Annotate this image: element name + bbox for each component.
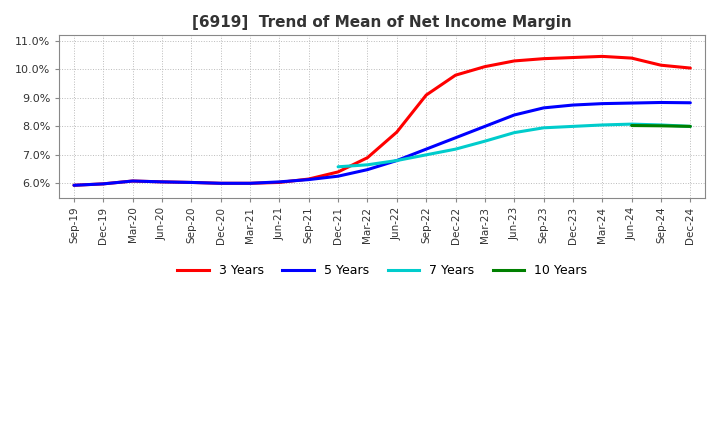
3 Years bbox=[451, 73, 460, 78]
3 Years bbox=[510, 59, 518, 64]
3 Years bbox=[70, 183, 78, 188]
Line: 7 Years: 7 Years bbox=[338, 124, 690, 167]
3 Years bbox=[480, 64, 489, 69]
3 Years bbox=[657, 62, 665, 68]
3 Years bbox=[627, 55, 636, 61]
5 Years bbox=[158, 179, 166, 184]
7 Years bbox=[334, 164, 343, 169]
5 Years bbox=[451, 135, 460, 140]
5 Years bbox=[305, 177, 313, 182]
5 Years bbox=[422, 147, 431, 152]
5 Years bbox=[392, 158, 401, 163]
3 Years bbox=[598, 54, 606, 59]
5 Years bbox=[686, 100, 695, 106]
5 Years bbox=[598, 101, 606, 106]
5 Years bbox=[334, 173, 343, 179]
7 Years bbox=[422, 152, 431, 158]
5 Years bbox=[246, 181, 254, 186]
10 Years bbox=[686, 124, 695, 129]
7 Years bbox=[510, 130, 518, 135]
7 Years bbox=[686, 124, 695, 129]
3 Years bbox=[422, 92, 431, 98]
10 Years bbox=[657, 123, 665, 128]
Line: 10 Years: 10 Years bbox=[631, 125, 690, 126]
3 Years bbox=[363, 155, 372, 160]
3 Years bbox=[187, 180, 196, 185]
5 Years bbox=[363, 167, 372, 172]
3 Years bbox=[246, 181, 254, 186]
7 Years bbox=[627, 121, 636, 127]
5 Years bbox=[569, 103, 577, 108]
5 Years bbox=[128, 178, 137, 183]
7 Years bbox=[569, 124, 577, 129]
7 Years bbox=[480, 139, 489, 144]
7 Years bbox=[392, 158, 401, 163]
3 Years bbox=[217, 181, 225, 186]
3 Years bbox=[392, 129, 401, 135]
3 Years bbox=[275, 180, 284, 185]
7 Years bbox=[539, 125, 548, 130]
5 Years bbox=[510, 112, 518, 117]
5 Years bbox=[187, 180, 196, 185]
3 Years bbox=[158, 179, 166, 184]
5 Years bbox=[70, 183, 78, 188]
Legend: 3 Years, 5 Years, 7 Years, 10 Years: 3 Years, 5 Years, 7 Years, 10 Years bbox=[172, 259, 592, 282]
7 Years bbox=[363, 162, 372, 168]
5 Years bbox=[657, 100, 665, 105]
Line: 5 Years: 5 Years bbox=[74, 103, 690, 185]
7 Years bbox=[657, 122, 665, 128]
3 Years bbox=[539, 56, 548, 61]
Title: [6919]  Trend of Mean of Net Income Margin: [6919] Trend of Mean of Net Income Margi… bbox=[192, 15, 572, 30]
3 Years bbox=[99, 181, 107, 187]
5 Years bbox=[275, 179, 284, 184]
Line: 3 Years: 3 Years bbox=[74, 56, 690, 185]
3 Years bbox=[569, 55, 577, 60]
5 Years bbox=[480, 124, 489, 129]
3 Years bbox=[128, 178, 137, 183]
3 Years bbox=[305, 176, 313, 182]
5 Years bbox=[99, 181, 107, 187]
3 Years bbox=[686, 66, 695, 71]
5 Years bbox=[539, 105, 548, 110]
5 Years bbox=[627, 100, 636, 106]
7 Years bbox=[598, 122, 606, 128]
10 Years bbox=[627, 123, 636, 128]
5 Years bbox=[217, 181, 225, 186]
7 Years bbox=[451, 147, 460, 152]
3 Years bbox=[334, 169, 343, 175]
